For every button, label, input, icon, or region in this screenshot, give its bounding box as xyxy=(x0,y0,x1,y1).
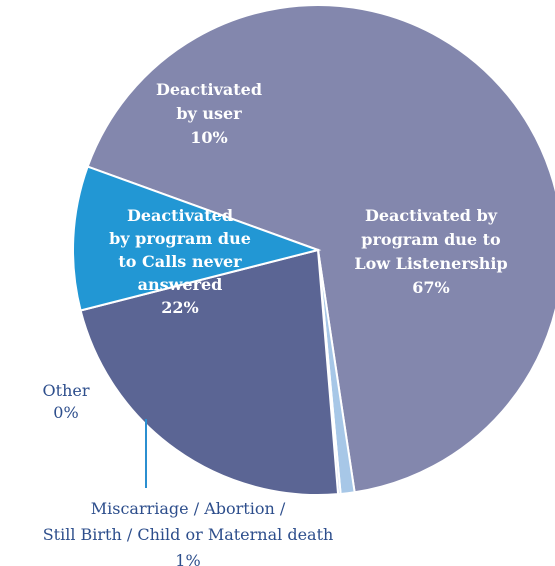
slice-label-deactivated-by-user: Deactivated by user 10% xyxy=(156,80,262,147)
pie-slice-low-listenership xyxy=(86,4,555,494)
slice-label-calls-never-answered: Deactivated by program due to Calls never a… xyxy=(109,206,251,317)
slice-label-low-listenership: Deactivated by program due to Low Listener… xyxy=(354,206,507,297)
slice-labels: Deactivated by program due to Low Listener… xyxy=(43,80,508,566)
pie-slices xyxy=(72,4,555,496)
pie-slice-deactivated-by-user xyxy=(72,165,322,312)
slice-label-other: Other 0% xyxy=(43,381,90,422)
slice-label-miscarriage: Miscarriage / Abortion / Still Birth / Ch… xyxy=(43,499,334,566)
pie-slice-calls-never-answered xyxy=(79,248,340,496)
